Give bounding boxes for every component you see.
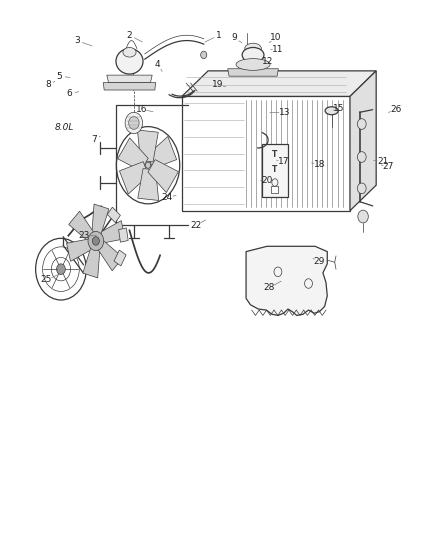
Polygon shape xyxy=(92,204,109,238)
Polygon shape xyxy=(350,71,376,211)
Text: 4: 4 xyxy=(155,60,161,69)
Text: 28: 28 xyxy=(264,283,275,292)
Polygon shape xyxy=(228,69,279,76)
Text: 5: 5 xyxy=(57,71,63,80)
Circle shape xyxy=(92,237,99,245)
Polygon shape xyxy=(107,207,120,223)
Polygon shape xyxy=(148,159,178,192)
Bar xyxy=(182,96,350,211)
Bar xyxy=(272,185,279,193)
Text: 19: 19 xyxy=(212,79,223,88)
Text: 25: 25 xyxy=(41,275,52,284)
Circle shape xyxy=(125,112,143,134)
Text: 7: 7 xyxy=(92,135,97,144)
Polygon shape xyxy=(67,238,94,261)
Circle shape xyxy=(145,162,151,168)
Text: 29: 29 xyxy=(314,257,325,265)
Circle shape xyxy=(88,231,104,251)
Text: 1: 1 xyxy=(216,31,222,40)
Text: 18: 18 xyxy=(314,160,325,169)
Text: 20: 20 xyxy=(261,176,273,185)
Text: 23: 23 xyxy=(78,231,89,240)
Circle shape xyxy=(357,183,366,193)
Circle shape xyxy=(201,51,207,59)
Polygon shape xyxy=(182,71,376,96)
Polygon shape xyxy=(107,75,152,83)
Ellipse shape xyxy=(325,107,338,115)
Polygon shape xyxy=(114,250,126,266)
Text: 8: 8 xyxy=(45,79,51,88)
Text: 2: 2 xyxy=(127,31,132,40)
Polygon shape xyxy=(69,211,96,243)
Text: 26: 26 xyxy=(390,105,402,114)
Text: 13: 13 xyxy=(279,108,290,117)
Text: 12: 12 xyxy=(262,58,274,66)
Polygon shape xyxy=(96,239,123,271)
Text: T: T xyxy=(272,150,278,159)
Text: 21: 21 xyxy=(377,157,389,166)
Polygon shape xyxy=(138,130,158,162)
Text: 11: 11 xyxy=(272,45,284,54)
Text: 15: 15 xyxy=(333,104,345,113)
Ellipse shape xyxy=(245,43,261,54)
Polygon shape xyxy=(98,221,125,244)
Ellipse shape xyxy=(236,59,270,70)
Text: 10: 10 xyxy=(270,34,282,43)
Polygon shape xyxy=(138,168,159,200)
Ellipse shape xyxy=(116,49,143,74)
Polygon shape xyxy=(148,136,177,169)
Polygon shape xyxy=(103,83,155,90)
Polygon shape xyxy=(118,138,148,171)
Text: 22: 22 xyxy=(191,221,202,230)
Circle shape xyxy=(129,117,139,130)
Text: 3: 3 xyxy=(74,36,80,45)
Circle shape xyxy=(357,119,366,130)
Text: 24: 24 xyxy=(162,193,173,202)
Polygon shape xyxy=(246,246,327,316)
Circle shape xyxy=(358,210,368,223)
Text: 6: 6 xyxy=(67,89,73,98)
Text: 8.0L: 8.0L xyxy=(54,123,74,132)
Circle shape xyxy=(57,264,65,274)
Bar xyxy=(262,144,288,197)
Text: 17: 17 xyxy=(278,157,290,166)
Circle shape xyxy=(357,152,366,163)
Text: 27: 27 xyxy=(383,162,394,171)
Polygon shape xyxy=(120,161,148,194)
Text: 16: 16 xyxy=(135,104,147,114)
Polygon shape xyxy=(119,228,128,242)
Polygon shape xyxy=(83,244,100,278)
Ellipse shape xyxy=(242,47,264,62)
Text: 9: 9 xyxy=(231,34,237,43)
Text: T: T xyxy=(272,165,278,174)
Ellipse shape xyxy=(123,47,136,57)
